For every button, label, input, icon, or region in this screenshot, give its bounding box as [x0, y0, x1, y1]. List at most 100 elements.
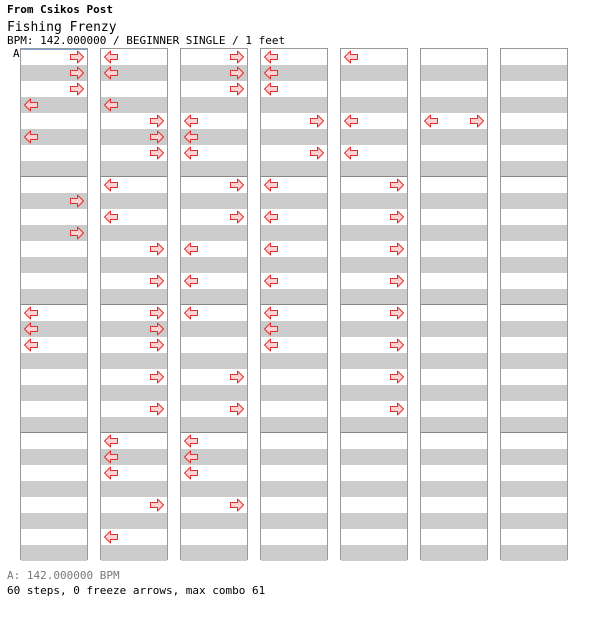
beat-stripe: [501, 225, 567, 241]
left-arrow-icon: [104, 466, 118, 480]
right-arrow-icon: [70, 82, 84, 96]
beat-stripe: [261, 129, 327, 145]
beat-stripe: [101, 545, 167, 561]
beat-stripe: [501, 513, 567, 529]
section-marker: A: [13, 47, 20, 60]
beat-stripe: [181, 129, 247, 145]
right-arrow-icon: [150, 242, 164, 256]
measure-line: [421, 304, 487, 305]
beat-stripe: [261, 513, 327, 529]
left-arrow-icon: [184, 450, 198, 464]
right-arrow-icon: [150, 338, 164, 352]
beat-stripe: [101, 225, 167, 241]
beat-stripe: [501, 65, 567, 81]
beat-stripe: [421, 97, 487, 113]
beat-stripe: [421, 353, 487, 369]
left-arrow-icon: [104, 530, 118, 544]
measure-line: [261, 432, 327, 433]
beat-stripe: [101, 289, 167, 305]
chart-column: [340, 48, 408, 561]
beat-stripe: [21, 513, 87, 529]
beat-stripe: [421, 129, 487, 145]
chart-column: [20, 48, 88, 561]
left-arrow-icon: [24, 98, 38, 112]
beat-stripe: [341, 129, 407, 145]
start-line: [21, 49, 87, 50]
beat-stripe: [261, 97, 327, 113]
left-arrow-icon: [184, 114, 198, 128]
right-arrow-icon: [150, 402, 164, 416]
beat-stripe: [101, 449, 167, 465]
left-arrow-icon: [264, 82, 278, 96]
beat-stripe: [101, 129, 167, 145]
beat-stripe: [21, 417, 87, 433]
measure-line: [341, 432, 407, 433]
chart-info: BPM: 142.000000 / BEGINNER SINGLE / 1 fe…: [7, 34, 286, 47]
right-arrow-icon: [70, 226, 84, 240]
beat-stripe: [341, 257, 407, 273]
measure-line: [101, 432, 167, 433]
right-arrow-icon: [390, 306, 404, 320]
right-arrow-icon: [390, 242, 404, 256]
right-arrow-icon: [230, 402, 244, 416]
beat-stripe: [501, 193, 567, 209]
beat-stripe: [181, 161, 247, 177]
beat-stripe: [261, 225, 327, 241]
right-arrow-icon: [150, 370, 164, 384]
beat-stripe: [341, 289, 407, 305]
right-arrow-icon: [230, 66, 244, 80]
beat-stripe: [181, 65, 247, 81]
measure-line: [181, 176, 247, 177]
beat-stripe: [421, 321, 487, 337]
left-arrow-icon: [184, 130, 198, 144]
beat-stripe: [21, 385, 87, 401]
right-arrow-icon: [230, 50, 244, 64]
beat-stripe: [181, 321, 247, 337]
beat-stripe: [261, 385, 327, 401]
beat-stripe: [21, 321, 87, 337]
beat-stripe: [501, 129, 567, 145]
beat-stripe: [421, 257, 487, 273]
beat-stripe: [181, 193, 247, 209]
beat-stripe: [421, 385, 487, 401]
beat-stripe: [501, 289, 567, 305]
beat-stripe: [341, 385, 407, 401]
right-arrow-icon: [390, 178, 404, 192]
beat-stripe: [21, 481, 87, 497]
beat-stripe: [181, 97, 247, 113]
measure-line: [101, 304, 167, 305]
beat-stripe: [501, 321, 567, 337]
beat-stripe: [101, 321, 167, 337]
left-arrow-icon: [104, 50, 118, 64]
measure-line: [21, 432, 87, 433]
beat-stripe: [181, 417, 247, 433]
beat-stripe: [181, 385, 247, 401]
source-heading: From Csikos Post: [7, 3, 113, 16]
left-arrow-icon: [184, 306, 198, 320]
right-arrow-icon: [150, 146, 164, 160]
measure-line: [21, 176, 87, 177]
right-arrow-icon: [230, 498, 244, 512]
beat-stripe: [421, 513, 487, 529]
measure-line: [261, 304, 327, 305]
right-arrow-icon: [310, 114, 324, 128]
left-arrow-icon: [104, 210, 118, 224]
left-arrow-icon: [344, 114, 358, 128]
left-arrow-icon: [264, 178, 278, 192]
beat-stripe: [261, 289, 327, 305]
beat-stripe: [101, 481, 167, 497]
left-arrow-icon: [184, 242, 198, 256]
chart-column: [260, 48, 328, 561]
left-arrow-icon: [264, 50, 278, 64]
measure-line: [501, 432, 567, 433]
beat-stripe: [261, 353, 327, 369]
beat-stripe: [261, 321, 327, 337]
right-arrow-icon: [230, 370, 244, 384]
right-arrow-icon: [150, 498, 164, 512]
right-arrow-icon: [150, 322, 164, 336]
beat-stripe: [261, 257, 327, 273]
beat-stripe: [421, 417, 487, 433]
measure-line: [181, 304, 247, 305]
beat-stripe: [341, 321, 407, 337]
right-arrow-icon: [150, 274, 164, 288]
